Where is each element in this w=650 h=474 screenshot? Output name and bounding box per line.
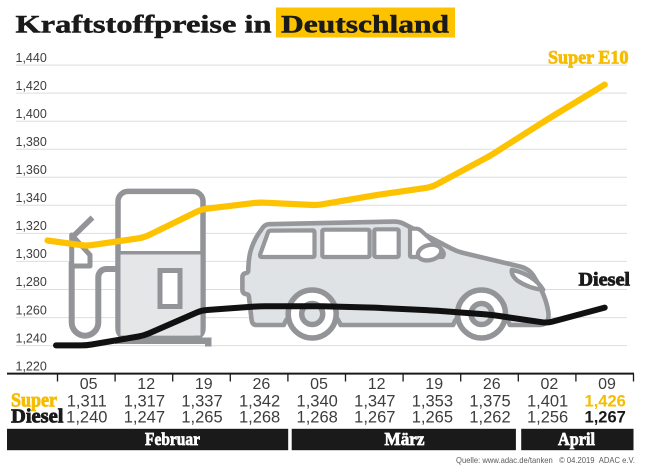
svg-text:05: 05 xyxy=(80,376,98,393)
svg-text:1,311: 1,311 xyxy=(67,392,107,410)
svg-text:1,440: 1,440 xyxy=(16,51,47,65)
svg-text:Super: Super xyxy=(11,389,57,411)
svg-text:1,268: 1,268 xyxy=(297,408,338,426)
svg-text:19: 19 xyxy=(195,376,213,393)
svg-text:1,340: 1,340 xyxy=(297,392,338,410)
svg-text:Deutschland: Deutschland xyxy=(281,12,449,39)
svg-text:Super E10: Super E10 xyxy=(548,48,629,69)
svg-text:1,360: 1,360 xyxy=(16,163,47,177)
svg-text:1,420: 1,420 xyxy=(16,79,47,93)
svg-text:1,401: 1,401 xyxy=(527,392,568,410)
svg-text:April: April xyxy=(558,429,595,449)
svg-text:1,256: 1,256 xyxy=(527,408,568,426)
svg-text:Februar: Februar xyxy=(145,429,200,449)
svg-text:1,337: 1,337 xyxy=(181,392,222,410)
svg-text:1,240: 1,240 xyxy=(16,331,47,345)
svg-text:19: 19 xyxy=(425,376,443,393)
svg-text:1,340: 1,340 xyxy=(16,191,47,205)
svg-text:12: 12 xyxy=(137,376,155,393)
svg-text:26: 26 xyxy=(483,376,501,393)
svg-text:Diesel: Diesel xyxy=(579,269,631,290)
svg-text:1,247: 1,247 xyxy=(124,408,165,426)
svg-text:1,265: 1,265 xyxy=(412,408,453,426)
svg-text:1,265: 1,265 xyxy=(181,408,222,426)
svg-text:1,267: 1,267 xyxy=(585,408,626,426)
svg-text:1,300: 1,300 xyxy=(16,247,47,261)
svg-text:26: 26 xyxy=(253,376,271,393)
svg-text:1,280: 1,280 xyxy=(16,275,47,289)
svg-text:Kraftstoffpreise in: Kraftstoffpreise in xyxy=(16,12,272,39)
svg-text:Quelle: www.adac.de/tanken ©: Quelle: www.adac.de/tanken © 04.2019 ADA… xyxy=(456,455,635,465)
svg-text:02: 02 xyxy=(541,376,559,393)
svg-text:1,400: 1,400 xyxy=(16,107,47,121)
svg-text:09: 09 xyxy=(598,376,616,393)
svg-text:1,380: 1,380 xyxy=(16,135,47,149)
svg-text:1,260: 1,260 xyxy=(16,303,47,317)
svg-text:1,320: 1,320 xyxy=(16,219,47,233)
svg-text:1,353: 1,353 xyxy=(412,392,453,410)
svg-text:1,317: 1,317 xyxy=(124,392,165,410)
svg-text:1,375: 1,375 xyxy=(469,392,510,410)
svg-text:1,347: 1,347 xyxy=(354,392,395,410)
svg-text:1,240: 1,240 xyxy=(66,408,107,426)
svg-text:März: März xyxy=(385,429,425,449)
svg-text:1,267: 1,267 xyxy=(354,408,395,426)
svg-text:1,220: 1,220 xyxy=(16,359,47,373)
svg-text:1,342: 1,342 xyxy=(239,392,280,410)
svg-text:05: 05 xyxy=(310,376,328,393)
svg-text:1,268: 1,268 xyxy=(239,408,280,426)
svg-text:12: 12 xyxy=(368,376,386,393)
svg-text:1,262: 1,262 xyxy=(469,408,510,426)
svg-text:Diesel: Diesel xyxy=(11,405,64,427)
svg-text:1,426: 1,426 xyxy=(585,392,626,410)
